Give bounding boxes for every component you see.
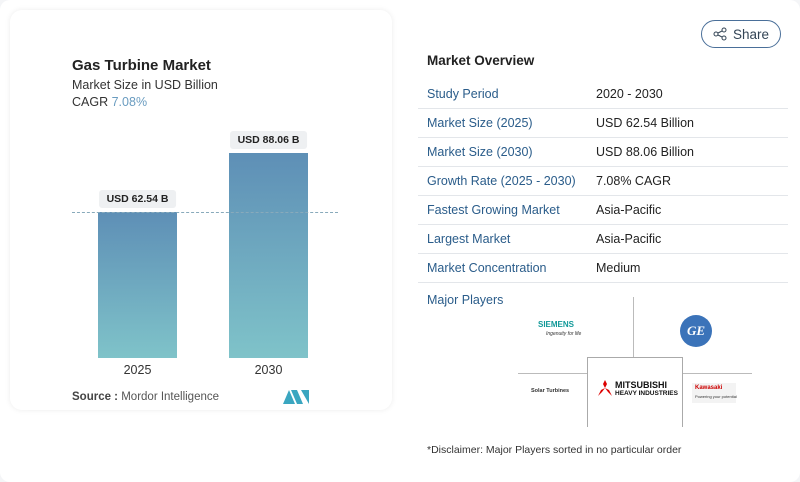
kawasaki-text: Kawasaki [695, 385, 723, 391]
share-icon [713, 27, 727, 41]
row-value: Asia-Pacific [596, 232, 662, 246]
overview-row: Market Concentration Medium [418, 254, 788, 283]
row-key: Market Size (2030) [427, 145, 533, 159]
mordor-logo-icon [283, 390, 309, 404]
logo-siemens: SIEMENS [538, 320, 575, 329]
cagr-label: CAGR [72, 95, 109, 109]
cagr: CAGR 7.08% [72, 95, 147, 109]
bar-2025 [98, 212, 177, 358]
source-value: Mordor Intelligence [121, 391, 220, 403]
source: Source : Mordor Intelligence [72, 391, 219, 403]
bar-2030 [229, 152, 308, 358]
logo-ge: GE [680, 315, 712, 347]
row-key: Growth Rate (2025 - 2030) [427, 174, 576, 188]
source-label: Source : [72, 391, 119, 403]
siemens-tagline: Ingenuity for life [546, 331, 582, 337]
row-value: 7.08% CAGR [596, 174, 672, 188]
x-tick-label: 2030 [254, 363, 283, 377]
cagr-value: 7.08% [111, 95, 148, 109]
logo-solar-turbines: Solar Turbines [531, 388, 570, 394]
mhi-line2: HEAVY INDUSTRIES [615, 390, 678, 397]
major-players-title: Major Players [427, 293, 504, 307]
x-tick-label: 2025 [123, 363, 152, 377]
logo-kawasaki: Kawasaki Powering your potential [692, 383, 737, 403]
row-key: Market Concentration [427, 261, 547, 275]
mitsubishi-diamonds-icon [598, 380, 612, 396]
mhi-line1: MITSUBISHI [615, 380, 668, 390]
row-key: Market Size (2025) [427, 116, 533, 130]
divider [633, 297, 634, 357]
row-value: Asia-Pacific [596, 203, 662, 217]
chart-title: Gas Turbine Market [72, 57, 211, 74]
row-value: Medium [596, 261, 641, 275]
kawasaki-tagline: Powering your potential [695, 394, 737, 399]
chart-subtitle: Market Size in USD Billion [72, 78, 218, 92]
row-value: USD 62.54 Billion [596, 116, 694, 130]
overview-row: Fastest Growing Market Asia-Pacific [418, 196, 788, 225]
row-value: 2020 - 2030 [596, 87, 663, 101]
row-key: Largest Market [427, 232, 511, 246]
overview-row: Market Size (2030) USD 88.06 Billion [418, 138, 788, 167]
overview-title: Market Overview [427, 53, 535, 68]
overview-row: Market Size (2025) USD 62.54 Billion [418, 109, 788, 138]
chart-panel: Gas Turbine Market Market Size in USD Bi… [10, 10, 392, 410]
divider [682, 373, 752, 374]
share-label: Share [732, 26, 770, 42]
row-key: Fastest Growing Market [427, 203, 560, 217]
row-key: Study Period [427, 87, 499, 101]
overview-row: Largest Market Asia-Pacific [418, 225, 788, 254]
data-label: USD 62.54 B [98, 190, 177, 209]
overview-row: Growth Rate (2025 - 2030) 7.08% CAGR [418, 167, 788, 196]
data-label: USD 88.06 B [229, 130, 308, 149]
row-value: USD 88.06 Billion [596, 145, 694, 159]
share-button[interactable]: Share [701, 20, 781, 48]
ge-text: GE [686, 323, 706, 338]
divider [518, 373, 588, 374]
disclaimer: *Disclaimer: Major Players sorted in no … [427, 444, 682, 456]
logo-mitsubishi: MITSUBISHI HEAVY INDUSTRIES [587, 357, 683, 427]
reference-line [72, 212, 338, 214]
overview-row: Study Period 2020 - 2030 [418, 80, 788, 109]
